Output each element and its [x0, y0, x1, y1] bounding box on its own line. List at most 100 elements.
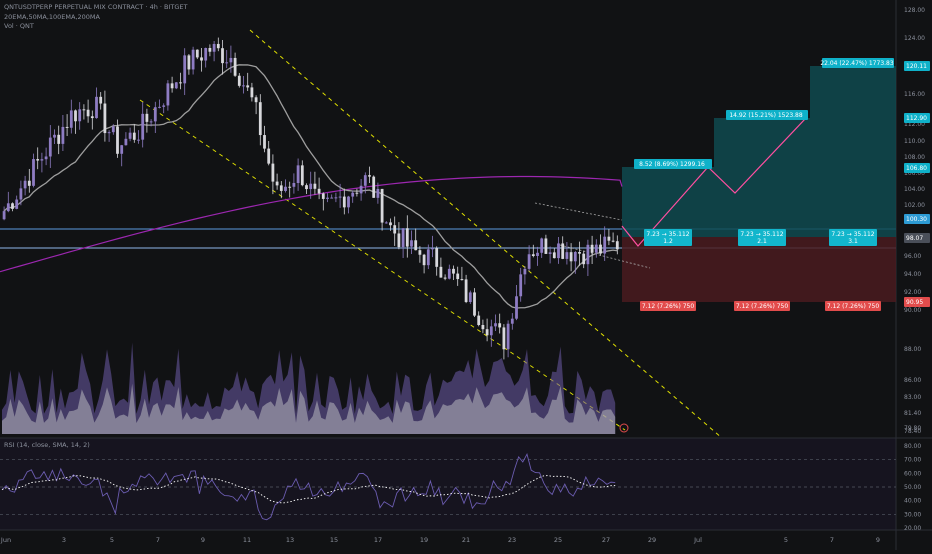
candle-body — [561, 243, 565, 259]
candle-body — [321, 193, 325, 199]
price-badge — [904, 233, 930, 243]
volume-legend[interactable]: Vol · QNT — [4, 22, 34, 30]
rsi-tick: 50.00 — [904, 484, 921, 491]
price-tick: 128.00 — [904, 7, 925, 14]
wedge-upper — [534, 202, 623, 221]
alert-icon[interactable] — [619, 423, 629, 433]
candle-body — [23, 180, 27, 189]
trendline-lower[interactable] — [139, 99, 626, 431]
candle-body — [305, 185, 308, 190]
candle-body — [401, 228, 405, 248]
candle-body — [342, 196, 346, 208]
candle-body — [586, 244, 590, 265]
position-box-2[interactable] — [714, 118, 810, 302]
rsi-legend[interactable]: RSI (14, close, SMA, 14, 2) — [4, 441, 90, 449]
entry-label-bg — [644, 229, 692, 246]
time-tick: 15 — [330, 536, 338, 544]
candle-body — [347, 196, 350, 208]
time-tick: 23 — [508, 536, 516, 544]
position-labels: 8.52 (8.69%) 1299.16 7.23 → 35.112 1.2 7.12… — [634, 58, 894, 311]
price-tick: 112.00 — [904, 121, 925, 128]
rsi-axis[interactable]: 80.00 70.00 60.00 50.00 40.00 30.00 20.00 — [904, 443, 921, 532]
candle-body — [11, 203, 14, 209]
candle-body — [158, 106, 161, 108]
rsi-series — [0, 452, 896, 521]
position-box-3[interactable] — [810, 66, 896, 302]
candle-body — [195, 49, 199, 58]
entry-label-bg — [738, 229, 786, 246]
candle-body — [414, 240, 418, 251]
candle-body — [544, 238, 548, 254]
candle-body — [363, 175, 367, 186]
candle-body — [397, 233, 401, 248]
candle-body — [498, 323, 502, 328]
candle-body — [32, 159, 35, 186]
price-tick: 78.40 — [904, 428, 921, 435]
price-tick: 92.00 — [904, 289, 921, 296]
candle-body — [288, 186, 292, 188]
candle-body — [393, 225, 397, 234]
candle-body — [300, 165, 304, 186]
rsi-sma-line — [1, 475, 616, 504]
candle-body — [141, 113, 145, 140]
candle-body — [162, 105, 166, 107]
candle-body — [573, 252, 577, 262]
candle-body — [36, 159, 40, 161]
price-axis[interactable]: 128.00124.00120.00116.00112.00110.00108.… — [904, 7, 930, 435]
time-tick: 5 — [110, 536, 114, 544]
candle-body — [527, 254, 531, 269]
candle-body — [279, 185, 283, 191]
candle-body — [183, 55, 187, 84]
candle-body — [61, 126, 65, 144]
price-tick: 106.00 — [904, 170, 925, 177]
candle-body — [19, 188, 23, 200]
time-tick: 17 — [374, 536, 382, 544]
candle-series — [2, 37, 619, 360]
indicator-legend[interactable]: 20EMA,50MA,100EMA,200MA — [4, 13, 100, 21]
candle-body — [128, 132, 132, 139]
rsi-pane — [0, 438, 896, 530]
candle-body — [44, 156, 48, 160]
entry-label: 7.23 → 35.112 — [831, 231, 874, 238]
stop-label-bg — [640, 301, 696, 311]
candle-body — [473, 292, 476, 316]
candle-body — [418, 250, 422, 255]
price-badge — [904, 163, 930, 173]
candle-body — [82, 109, 86, 111]
ratio-label: 2.1 — [757, 238, 767, 245]
time-axis[interactable]: Jun 3 5 7 9 11 13 15 17 19 21 23 25 27 29 Jul 5 7 9 — [0, 536, 880, 544]
stop-label: 7.12 (7.26%) 750 — [642, 303, 695, 310]
volume-series — [2, 342, 616, 434]
candle-body — [317, 188, 321, 194]
candle-body — [90, 116, 94, 119]
candle-body — [250, 87, 254, 98]
target-label: 8.52 (8.69%) 1299.16 — [639, 161, 705, 168]
candle-body — [384, 222, 388, 224]
candle-body — [275, 181, 279, 186]
candle-body — [258, 102, 262, 136]
candle-body — [99, 96, 103, 104]
entry-label-bg — [829, 229, 877, 246]
candle-body — [27, 180, 31, 186]
candle-body — [309, 183, 313, 190]
candle-body — [6, 203, 10, 212]
candle-body — [267, 148, 271, 164]
ratio-label: 1.2 — [663, 238, 673, 245]
position-box-1[interactable] — [622, 167, 714, 302]
candle-body — [611, 240, 615, 242]
candle-body — [78, 109, 82, 122]
candle-body — [326, 197, 329, 199]
candle-body — [174, 82, 178, 89]
candle-body — [254, 97, 258, 103]
candle-body — [53, 134, 56, 138]
candle-body — [405, 228, 409, 247]
price-badge-label: 112.90 — [906, 115, 927, 122]
price-tick: 83.00 — [904, 394, 921, 401]
rsi-tick: 20.00 — [904, 525, 921, 532]
candle-body — [212, 43, 216, 52]
target-label: 14.92 (15.21%) 1523.88 — [729, 112, 803, 119]
price-tick: 102.00 — [904, 202, 925, 209]
candle-body — [191, 49, 195, 70]
time-tick: 11 — [243, 536, 251, 544]
